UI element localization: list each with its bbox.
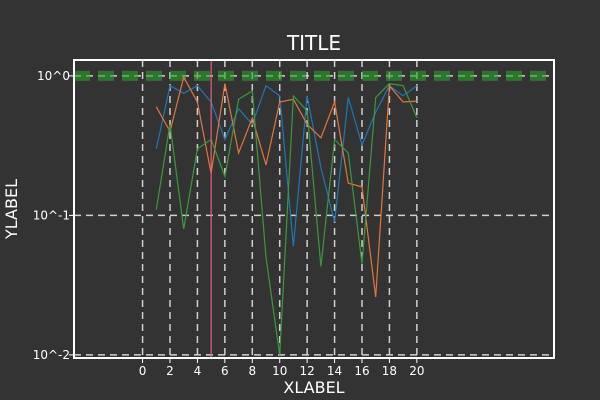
series-line	[155, 84, 418, 247]
chart-title: TITLE	[286, 31, 341, 55]
series-line	[155, 75, 417, 298]
x-tick-label: 6	[221, 364, 229, 378]
x-tick-label: 10	[272, 364, 287, 378]
x-tick-label: 0	[139, 364, 147, 378]
x-tick-label: 4	[194, 364, 202, 378]
series-line	[155, 82, 418, 355]
x-tick-label: 8	[248, 364, 256, 378]
y-tick-label: 10^0	[37, 69, 70, 83]
x-tick-label: 14	[327, 364, 342, 378]
tick-layer: 0 2 4 6 8 10 12 14 16 18 20 10^-2 10^-1 10^0	[33, 69, 425, 378]
y-axis-label: YLABEL	[2, 179, 21, 240]
x-tick-label: 18	[382, 364, 397, 378]
x-tick-label: 2	[166, 364, 174, 378]
plot-frame	[73, 59, 555, 359]
grid-layer	[74, 60, 554, 358]
x-tick-label: 20	[409, 364, 424, 378]
x-axis-label: XLABEL	[283, 378, 344, 397]
x-tick-label: 12	[300, 364, 315, 378]
y-tick-label: 10^-2	[33, 348, 70, 362]
x-tick-label: 16	[354, 364, 369, 378]
series-layer	[74, 60, 554, 358]
y-tick-label: 10^-1	[33, 208, 70, 222]
